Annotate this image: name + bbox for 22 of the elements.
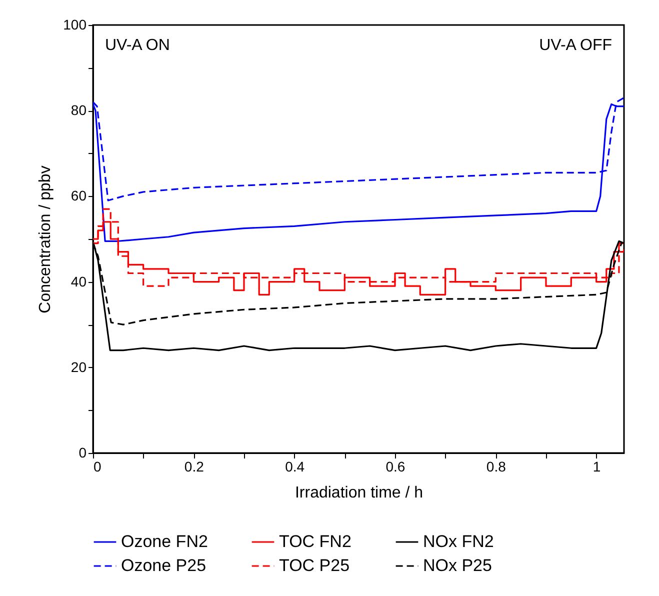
x-tick-label: 0.4 [285,458,305,474]
x-axis-title: Irradiation time / h [294,484,424,502]
y-tick-label: 20 [70,358,87,375]
y-tick-label: 40 [70,273,87,290]
legend-label: NOx P25 [423,556,492,575]
y-axis-title: Concentration / ppbv [37,166,54,314]
x-tick-label: 0.8 [486,458,506,474]
y-tick-label: 80 [70,102,87,118]
legend-label: NOx FN2 [423,532,494,551]
legend-label: Ozone FN2 [121,532,208,551]
annotation: UV-A OFF [539,37,612,54]
y-tick-label: 100 [63,16,87,32]
annotation: UV-A ON [105,37,170,54]
legend-label: Ozone P25 [121,556,206,575]
x-tick-label: 1 [592,458,601,474]
legend-label: TOC FN2 [279,532,352,551]
legend-label: TOC P25 [279,556,350,575]
x-tick-label: 0.2 [184,458,204,474]
x-tick-label: 0.6 [386,458,406,474]
x-tick-label: 0 [94,458,102,474]
y-tick-label: 0 [78,444,87,460]
y-tick-label: 60 [70,188,87,204]
